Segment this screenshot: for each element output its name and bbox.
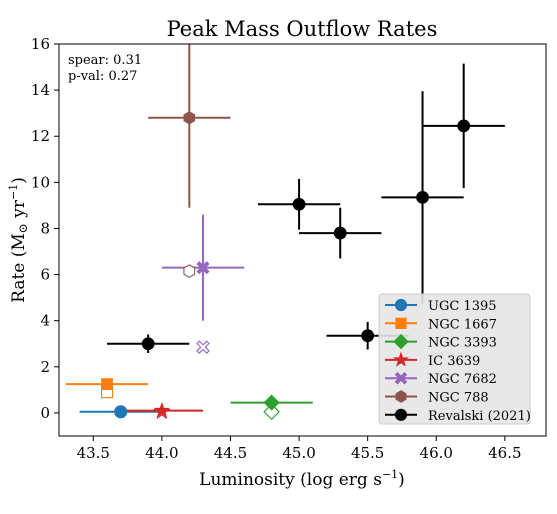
x-tick-label-5: 46.0 (420, 444, 453, 462)
legend-label-ngc-3393: NGC 3393 (428, 336, 497, 351)
y-tick-label-8: 16 (31, 35, 50, 53)
x-tick-label-1: 44.0 (145, 444, 178, 462)
y-tick-label-5: 10 (31, 173, 50, 191)
marker-ic-3639-0 (153, 401, 171, 418)
marker-ugc-1395-0 (114, 405, 128, 419)
legend-label-ngc-7682: NGC 7682 (428, 372, 497, 387)
legend-label-ngc-788: NGC 788 (428, 391, 489, 406)
x-tick-label-3: 45.0 (282, 444, 315, 462)
marker-ngc-7682-0 (196, 261, 210, 275)
y-tick-label-3: 6 (40, 266, 50, 284)
legend-marker-ngc-788 (395, 390, 407, 403)
x-tick-label-6: 46.5 (488, 444, 521, 462)
y-tick-label-4: 8 (40, 219, 50, 237)
legend-marker-ngc-7682 (394, 371, 408, 385)
x-tick-label-2: 44.5 (214, 444, 247, 462)
legend-label-ugc-1395: UGC 1395 (428, 299, 497, 314)
marker-ngc-3393-0 (263, 394, 280, 411)
chart-title: Peak Mass Outflow Rates (167, 17, 438, 41)
legend: UGC 1395 NGC 1667 NGC 3393 IC 3639 NGC 7682 N… (378, 293, 531, 425)
annotation-pvalue: p-val: 0.27 (68, 69, 137, 84)
y-tick-label-7: 14 (31, 81, 50, 99)
hollow-marker-ngc-7682-0 (196, 340, 210, 354)
marker-revalski-2021-3 (361, 329, 375, 343)
legend-marker-revalski-2021 (394, 408, 408, 421)
x-axis-label: Luminosity (log erg s−1) (199, 468, 405, 490)
marker-ngc-1667-0 (101, 378, 113, 391)
legend-marker-ngc-3393 (393, 333, 409, 350)
y-axis-label: Rate (M⊙ yr−1) (7, 177, 30, 303)
marker-revalski-2021-0 (141, 337, 155, 351)
x-tick-label-4: 45.5 (351, 444, 384, 462)
legend-label-ngc-1667: NGC 1667 (428, 317, 497, 332)
marker-revalski-2021-1 (292, 197, 306, 211)
marker-revalski-2021-5 (457, 119, 471, 133)
hollow-marker-ngc-788-0 (183, 264, 196, 278)
hollow-marker-ngc-3393-0 (263, 403, 280, 421)
data-markers (100, 111, 471, 421)
y-tick-label-1: 2 (40, 358, 50, 376)
legend-marker-ngc-1667 (395, 317, 407, 329)
legend-label-revalski-2021: Revalski (2021) (428, 409, 531, 424)
plot-frame (58, 43, 547, 437)
marker-revalski-2021-2 (333, 226, 347, 240)
y-tick-label-0: 0 (40, 404, 50, 422)
legend-marker-ic-3639 (393, 351, 409, 367)
marker-revalski-2021-4 (416, 190, 429, 204)
x-tick-label-0: 43.5 (77, 444, 110, 462)
annotation-spearman: spear: 0.31 (68, 53, 142, 68)
marker-ngc-788-0 (183, 111, 196, 125)
legend-marker-ugc-1395 (394, 298, 408, 312)
legend-label-ic-3639: IC 3639 (428, 354, 480, 369)
y-tick-label-2: 4 (40, 312, 50, 330)
y-tick-label-6: 12 (31, 127, 50, 145)
legend-box (378, 293, 531, 425)
axis-ticks: 43.5 44.0 44.5 45.0 45.5 46.0 46.5 0 2 4 6 8 10 12 14 1… (31, 35, 522, 462)
